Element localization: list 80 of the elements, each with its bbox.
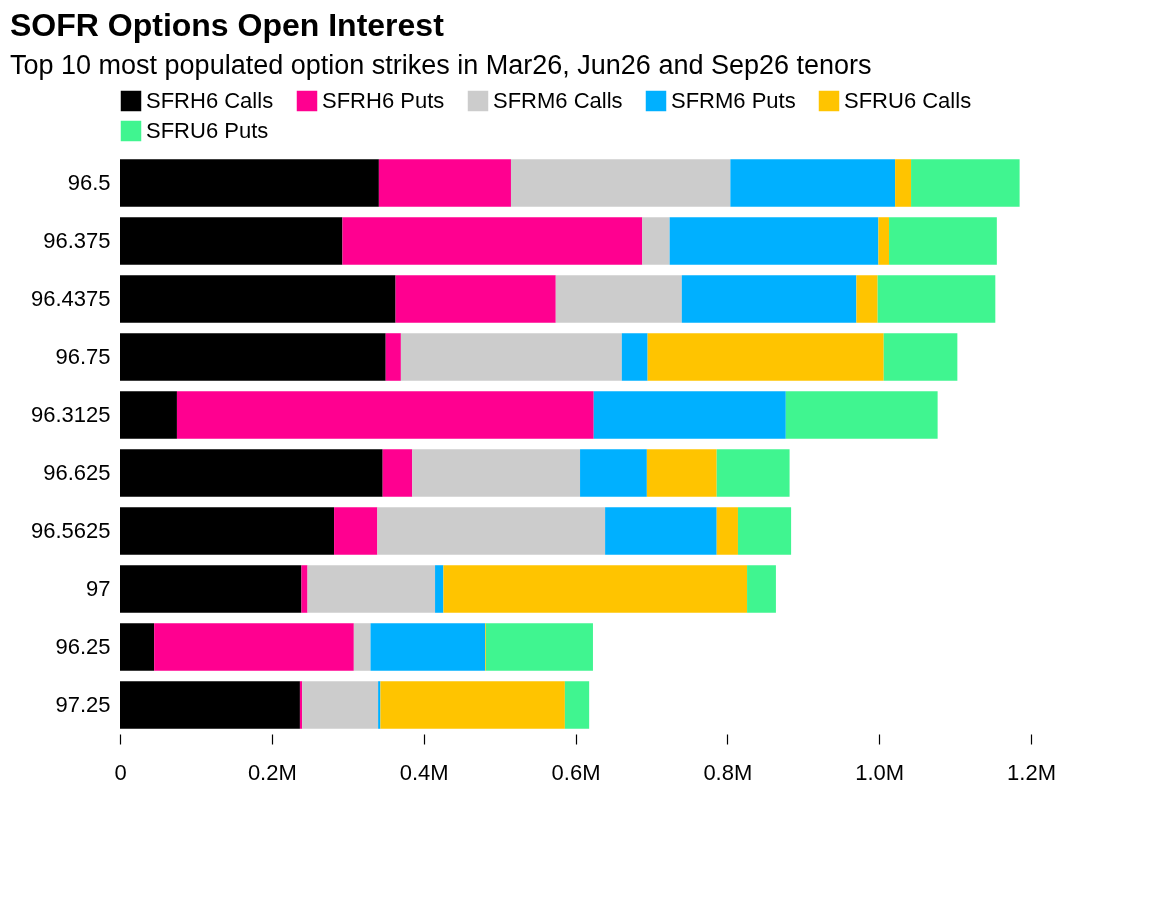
bar — [120, 391, 177, 439]
bar — [443, 565, 748, 613]
bar — [580, 449, 647, 497]
bar — [120, 449, 383, 497]
y-tick-label: 96.25 — [55, 634, 111, 659]
bar — [120, 159, 379, 207]
legend-label: SFRH6 Puts — [322, 88, 445, 113]
bar — [382, 449, 413, 497]
bar — [176, 391, 594, 439]
x-tick-label: 1.2M — [1007, 759, 1056, 785]
bar — [555, 275, 682, 323]
x-tick-label: 1.0M — [855, 759, 905, 785]
bar — [400, 333, 622, 381]
bar — [120, 507, 335, 555]
bar — [889, 217, 997, 265]
bar — [878, 217, 890, 265]
chart-title: SOFR Options Open Interest — [10, 7, 445, 43]
x-tick-label: 0.6M — [551, 759, 601, 785]
bar — [395, 275, 556, 323]
bar — [385, 333, 401, 381]
bar — [669, 217, 879, 265]
bar — [302, 681, 379, 729]
y-tick-label: 96.75 — [55, 344, 111, 369]
bar — [883, 333, 958, 381]
bar — [120, 333, 386, 381]
y-tick-label: 96.5 — [67, 170, 111, 195]
y-tick-label: 97.25 — [55, 692, 111, 717]
x-tick-label: 0.2M — [247, 759, 297, 785]
bar — [120, 565, 302, 613]
legend-label: SFRU6 Puts — [146, 118, 269, 143]
bar — [737, 507, 792, 555]
bar — [120, 275, 396, 323]
y-tick-label: 97 — [86, 576, 111, 601]
bar — [646, 449, 717, 497]
y-tick-label: 96.375 — [43, 228, 111, 253]
bar — [785, 391, 938, 439]
bar — [564, 681, 590, 729]
bar — [412, 449, 581, 497]
bar — [510, 159, 731, 207]
bar — [370, 623, 486, 671]
bar — [120, 681, 300, 729]
bar — [642, 217, 670, 265]
bar — [435, 565, 444, 613]
bar — [605, 507, 717, 555]
legend-label: SFRM6 Calls — [493, 88, 623, 113]
bar — [334, 507, 378, 555]
y-tick-label: 96.3125 — [30, 402, 111, 427]
bar — [716, 507, 738, 555]
y-tick-label: 96.4375 — [30, 286, 111, 311]
bar — [154, 623, 354, 671]
bar — [301, 565, 308, 613]
bar — [621, 333, 648, 381]
bar — [307, 565, 436, 613]
chart-subtitle: Top 10 most populated option strikes in Mar26, Jun26 and Sep26 tenors — [10, 50, 872, 80]
bar — [681, 275, 857, 323]
bar — [120, 623, 155, 671]
bar — [856, 275, 878, 323]
bar — [877, 275, 996, 323]
bar — [342, 217, 643, 265]
y-tick-label: 96.5625 — [30, 518, 111, 543]
bar — [120, 217, 343, 265]
x-tick-label: 0 — [114, 759, 127, 785]
bar — [380, 681, 565, 729]
bar — [716, 449, 790, 497]
y-tick-label: 96.625 — [43, 460, 111, 485]
bar — [485, 623, 593, 671]
bar — [911, 159, 1020, 207]
bar — [730, 159, 896, 207]
bar — [895, 159, 912, 207]
bar — [647, 333, 884, 381]
x-tick-label: 0.4M — [399, 759, 449, 785]
bar — [593, 391, 786, 439]
legend-label: SFRH6 Calls — [146, 88, 274, 113]
legend-label: SFRM6 Puts — [671, 88, 796, 113]
bar — [747, 565, 776, 613]
bar — [378, 159, 511, 207]
legend-label: SFRU6 Calls — [844, 88, 972, 113]
bar — [353, 623, 371, 671]
x-tick-label: 0.8M — [703, 759, 753, 785]
bar — [377, 507, 606, 555]
